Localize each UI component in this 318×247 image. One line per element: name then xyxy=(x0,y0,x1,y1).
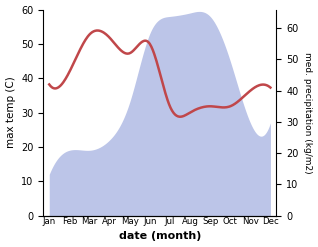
X-axis label: date (month): date (month) xyxy=(119,231,201,242)
Y-axis label: med. precipitation (kg/m2): med. precipitation (kg/m2) xyxy=(303,52,313,173)
Y-axis label: max temp (C): max temp (C) xyxy=(5,77,16,148)
